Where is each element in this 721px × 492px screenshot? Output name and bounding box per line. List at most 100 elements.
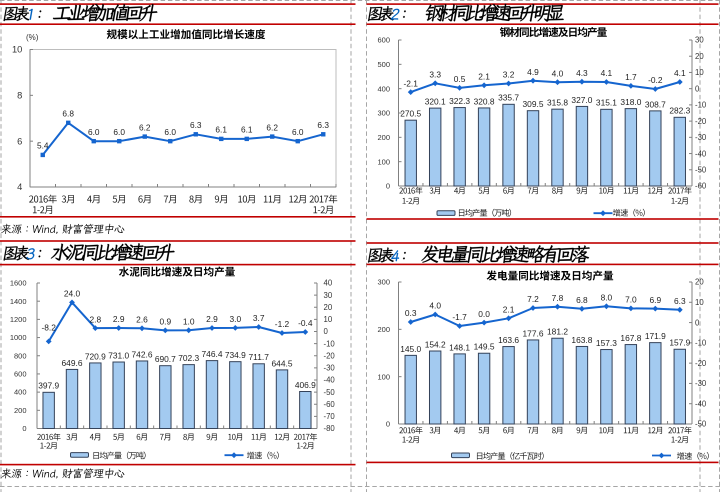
- svg-text:300: 300: [377, 278, 390, 287]
- svg-text:711.7: 711.7: [249, 352, 270, 362]
- svg-text:270.5: 270.5: [400, 109, 421, 119]
- svg-text:1.7: 1.7: [625, 72, 637, 82]
- svg-text:200: 200: [14, 406, 27, 415]
- svg-text:-30: -30: [324, 364, 336, 373]
- svg-text:800: 800: [14, 351, 27, 360]
- svg-text:731.0: 731.0: [108, 350, 129, 360]
- svg-text:5.4: 5.4: [37, 141, 49, 151]
- svg-text:10: 10: [695, 298, 704, 307]
- svg-text:-50: -50: [324, 388, 336, 397]
- svg-text:315.1: 315.1: [596, 98, 617, 108]
- svg-text:145.0: 145.0: [400, 344, 421, 354]
- svg-text:600: 600: [377, 36, 390, 45]
- svg-text:4.1: 4.1: [674, 68, 686, 78]
- svg-text:702.3: 702.3: [178, 353, 199, 363]
- svg-text:7.2: 7.2: [527, 294, 539, 304]
- svg-text:157.9: 157.9: [669, 338, 690, 348]
- svg-text:720.9: 720.9: [85, 351, 106, 361]
- svg-text:6.9: 6.9: [649, 295, 661, 305]
- svg-text:-40: -40: [324, 376, 336, 385]
- svg-text:8.0: 8.0: [601, 293, 613, 303]
- svg-text:0: 0: [695, 84, 700, 93]
- svg-text:6.3: 6.3: [190, 120, 202, 130]
- svg-text:171.9: 171.9: [645, 331, 666, 341]
- svg-text:157.3: 157.3: [596, 338, 617, 348]
- svg-text:0: 0: [386, 420, 390, 429]
- svg-text:30: 30: [324, 291, 333, 300]
- svg-text:-80: -80: [324, 424, 336, 433]
- svg-text:6.0: 6.0: [88, 127, 100, 137]
- svg-text:-0.4: -0.4: [298, 318, 313, 328]
- svg-text:100: 100: [377, 157, 390, 166]
- svg-text:320.8: 320.8: [474, 96, 495, 106]
- svg-text:-60: -60: [324, 400, 336, 409]
- svg-text:-50: -50: [695, 166, 707, 175]
- svg-text:20: 20: [695, 52, 704, 61]
- svg-text:406.9: 406.9: [295, 380, 316, 390]
- svg-text:2.8: 2.8: [89, 314, 101, 324]
- svg-text:6.1: 6.1: [241, 125, 253, 135]
- svg-text:163.8: 163.8: [571, 335, 592, 345]
- svg-text:6.2: 6.2: [139, 122, 151, 132]
- svg-text:-2.1: -2.1: [403, 78, 418, 88]
- svg-text:2.1: 2.1: [503, 305, 515, 315]
- svg-text:200: 200: [377, 133, 390, 142]
- svg-text:1600: 1600: [10, 279, 27, 288]
- svg-text:309.5: 309.5: [523, 99, 544, 109]
- svg-text:20: 20: [324, 303, 333, 312]
- svg-text:0: 0: [695, 318, 700, 327]
- svg-text:3.3: 3.3: [429, 70, 441, 80]
- svg-text:6.1: 6.1: [215, 125, 227, 135]
- svg-text:1.0: 1.0: [183, 317, 195, 327]
- svg-text:149.5: 149.5: [474, 342, 495, 352]
- svg-text:6.0: 6.0: [292, 127, 304, 137]
- svg-text:30: 30: [695, 36, 704, 45]
- svg-text:400: 400: [377, 84, 390, 93]
- svg-text:644.5: 644.5: [272, 358, 293, 368]
- svg-text:-10: -10: [695, 101, 707, 110]
- svg-text:40: 40: [324, 279, 333, 288]
- svg-text:300: 300: [377, 109, 390, 118]
- svg-text:2.6: 2.6: [136, 315, 148, 325]
- svg-text:2.9: 2.9: [113, 314, 125, 324]
- svg-text:-1.2: -1.2: [275, 319, 290, 329]
- svg-text:20: 20: [695, 278, 704, 287]
- svg-text:181.2: 181.2: [547, 327, 568, 337]
- svg-text:734.9: 734.9: [225, 350, 246, 360]
- svg-text:4.3: 4.3: [576, 68, 588, 78]
- svg-text:2.9: 2.9: [206, 314, 218, 324]
- svg-text:6.0: 6.0: [113, 127, 125, 137]
- svg-text:(%): (%): [26, 33, 39, 42]
- svg-text:4.0: 4.0: [429, 301, 441, 311]
- svg-text:690.7: 690.7: [155, 354, 176, 364]
- svg-text:10: 10: [324, 315, 333, 324]
- svg-text:6.3: 6.3: [317, 120, 329, 130]
- svg-text:-20: -20: [324, 351, 336, 360]
- svg-text:320.1: 320.1: [425, 97, 446, 107]
- svg-text:-1.7: -1.7: [452, 312, 467, 322]
- svg-text:24.0: 24.0: [64, 289, 81, 299]
- svg-text:10: 10: [695, 68, 704, 77]
- svg-text:327.0: 327.0: [571, 95, 592, 105]
- svg-text:-40: -40: [695, 399, 707, 408]
- svg-text:-20: -20: [695, 117, 707, 126]
- svg-text:-60: -60: [695, 182, 707, 191]
- svg-text:-20: -20: [695, 359, 707, 368]
- svg-text:-30: -30: [695, 133, 707, 142]
- svg-text:6.0: 6.0: [164, 127, 176, 137]
- svg-text:335.7: 335.7: [498, 93, 519, 103]
- svg-text:746.4: 746.4: [202, 349, 223, 359]
- svg-text:500: 500: [377, 60, 390, 69]
- svg-text:400: 400: [14, 388, 27, 397]
- svg-text:-40: -40: [695, 149, 707, 158]
- svg-text:4.1: 4.1: [601, 68, 613, 78]
- svg-text:100: 100: [377, 372, 390, 381]
- svg-text:0: 0: [324, 327, 329, 336]
- svg-text:308.7: 308.7: [645, 99, 666, 109]
- svg-text:4: 4: [17, 182, 22, 192]
- svg-text:0.9: 0.9: [159, 317, 171, 327]
- svg-text:6.2: 6.2: [266, 122, 278, 132]
- svg-text:167.8: 167.8: [620, 333, 641, 343]
- svg-text:-8.2: -8.2: [41, 323, 56, 333]
- svg-text:0.3: 0.3: [405, 308, 417, 318]
